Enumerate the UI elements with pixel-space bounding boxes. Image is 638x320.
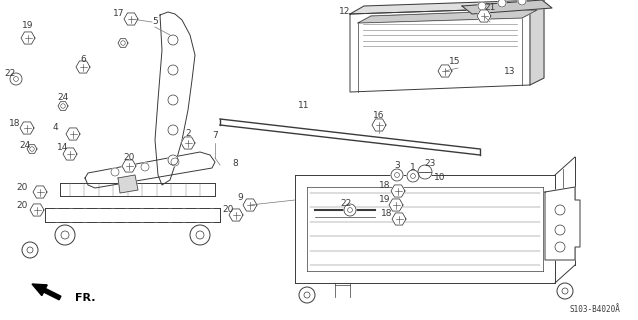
Polygon shape (122, 160, 136, 172)
Text: 22: 22 (341, 198, 352, 207)
Text: 18: 18 (9, 119, 21, 129)
Circle shape (555, 225, 565, 235)
Circle shape (478, 2, 486, 10)
Text: 1: 1 (410, 163, 416, 172)
Circle shape (190, 225, 210, 245)
Polygon shape (392, 213, 406, 225)
Text: 12: 12 (339, 6, 351, 15)
Circle shape (171, 158, 179, 166)
Text: 3: 3 (394, 161, 400, 170)
Circle shape (168, 35, 178, 45)
Circle shape (391, 169, 403, 181)
Text: 2: 2 (185, 130, 191, 139)
Text: 18: 18 (382, 209, 393, 218)
Text: 24: 24 (57, 92, 69, 101)
Text: 24: 24 (19, 140, 31, 149)
Circle shape (557, 283, 573, 299)
Polygon shape (30, 204, 44, 216)
Polygon shape (66, 128, 80, 140)
Text: 16: 16 (373, 110, 385, 119)
Polygon shape (63, 148, 77, 160)
Text: 6: 6 (80, 54, 86, 63)
Polygon shape (358, 10, 537, 23)
Circle shape (30, 147, 34, 151)
Text: 18: 18 (379, 180, 390, 189)
Polygon shape (124, 13, 138, 25)
Polygon shape (545, 187, 580, 260)
Circle shape (168, 125, 178, 135)
Polygon shape (21, 32, 35, 44)
Text: 20: 20 (123, 153, 135, 162)
Circle shape (555, 242, 565, 252)
Polygon shape (58, 102, 68, 110)
Text: 14: 14 (57, 143, 69, 153)
Text: 11: 11 (298, 100, 310, 109)
Text: 15: 15 (449, 58, 461, 67)
Polygon shape (243, 199, 257, 211)
Polygon shape (229, 209, 243, 221)
Polygon shape (350, 8, 530, 92)
Text: 23: 23 (424, 158, 436, 167)
Circle shape (418, 165, 432, 179)
Polygon shape (372, 119, 386, 131)
Text: 5: 5 (152, 18, 158, 27)
Circle shape (111, 168, 119, 176)
Polygon shape (181, 137, 195, 149)
Polygon shape (389, 199, 403, 211)
Circle shape (55, 225, 75, 245)
Text: 10: 10 (434, 172, 446, 181)
Text: 7: 7 (212, 131, 218, 140)
Circle shape (407, 170, 419, 182)
Circle shape (141, 163, 149, 171)
Text: 20: 20 (17, 201, 27, 210)
Text: 21: 21 (484, 3, 496, 12)
Circle shape (10, 73, 22, 85)
Polygon shape (350, 0, 544, 14)
Polygon shape (118, 39, 128, 47)
Text: 19: 19 (379, 195, 390, 204)
Text: 8: 8 (232, 158, 238, 167)
Circle shape (61, 104, 65, 108)
Circle shape (168, 95, 178, 105)
Polygon shape (27, 145, 37, 153)
Text: 4: 4 (52, 124, 58, 132)
Circle shape (498, 0, 506, 7)
Polygon shape (438, 65, 452, 77)
Polygon shape (118, 175, 138, 193)
Text: 9: 9 (237, 193, 243, 202)
Text: 19: 19 (22, 20, 34, 29)
Circle shape (22, 242, 38, 258)
Polygon shape (33, 186, 47, 198)
Polygon shape (391, 185, 405, 197)
Text: 20: 20 (222, 205, 234, 214)
Polygon shape (85, 152, 215, 188)
FancyArrow shape (32, 284, 61, 300)
Circle shape (168, 155, 178, 165)
Text: 17: 17 (114, 10, 125, 19)
Circle shape (555, 205, 565, 215)
Polygon shape (155, 12, 195, 185)
Circle shape (518, 0, 526, 5)
Text: 20: 20 (17, 183, 27, 193)
Circle shape (121, 41, 125, 45)
Circle shape (168, 65, 178, 75)
Polygon shape (530, 0, 544, 85)
Polygon shape (477, 10, 491, 22)
Polygon shape (20, 122, 34, 134)
Text: S103-B4020Å: S103-B4020Å (569, 305, 620, 314)
Circle shape (344, 204, 356, 216)
Polygon shape (76, 61, 90, 73)
Text: 13: 13 (504, 67, 516, 76)
Circle shape (299, 287, 315, 303)
Text: 22: 22 (4, 68, 15, 77)
Polygon shape (462, 0, 552, 14)
Text: FR.: FR. (75, 293, 96, 303)
